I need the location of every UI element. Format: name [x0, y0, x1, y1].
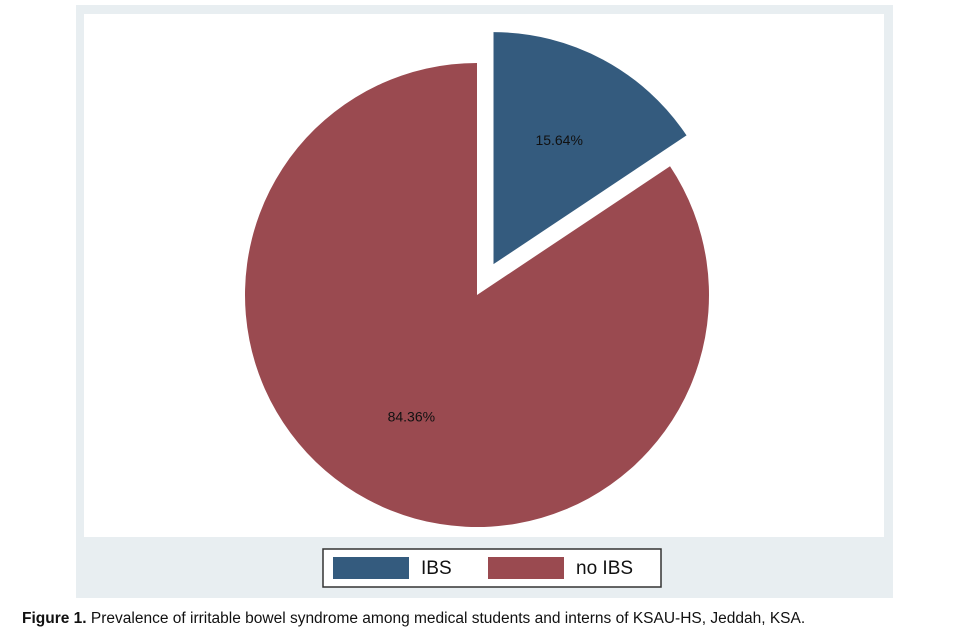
legend-label: IBS: [421, 558, 452, 579]
caption: Figure 1. Prevalence of irritable bowel …: [22, 610, 805, 628]
caption-label: Figure 1.: [22, 610, 87, 627]
legend-swatch: [333, 557, 409, 579]
legend-swatch: [488, 557, 564, 579]
data-label: 84.36%: [388, 408, 435, 424]
legend-label: no IBS: [576, 558, 633, 579]
chart: 15.64% 84.36% IBS no IBS: [84, 14, 884, 588]
data-label: 15.64%: [535, 132, 582, 148]
pie-slice: [493, 32, 687, 265]
legend-items: IBS no IBS: [333, 557, 633, 579]
pie-slice: [245, 63, 710, 527]
caption-text: Prevalence of irritable bowel syndrome a…: [90, 610, 806, 627]
